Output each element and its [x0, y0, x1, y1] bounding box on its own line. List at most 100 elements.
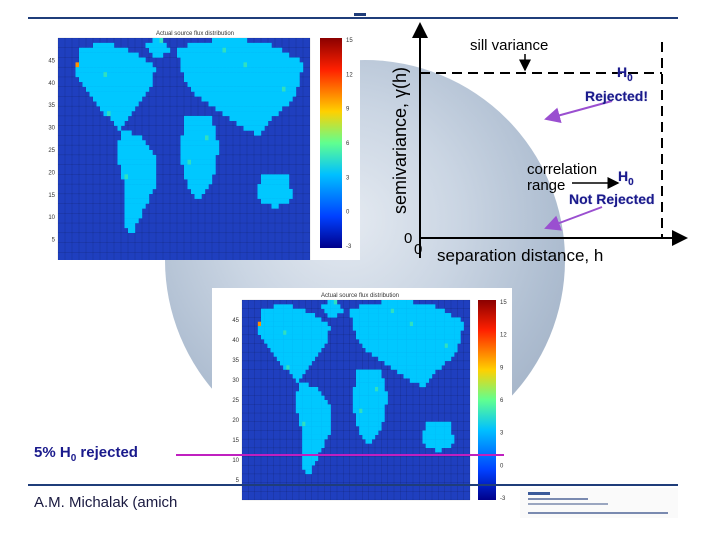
land-cell [375, 313, 379, 318]
land-cell [403, 330, 407, 335]
land-cell [194, 91, 199, 97]
land-cell [194, 164, 199, 170]
land-cell [273, 308, 278, 314]
land-cell [403, 373, 407, 379]
land-cell [198, 130, 202, 136]
land-cell [110, 115, 115, 121]
land-cell [365, 421, 369, 427]
land-cell [264, 330, 268, 335]
land-cell [324, 421, 328, 427]
land-cell [267, 317, 271, 322]
y-tick-label: 35 [48, 103, 55, 109]
land-cell [79, 67, 83, 73]
land-cell [93, 52, 97, 58]
land-cell [131, 198, 136, 204]
land-cell [457, 334, 461, 340]
land-cell [305, 334, 309, 340]
land-cell [438, 326, 442, 331]
land-cell [305, 426, 309, 431]
land-cell [324, 308, 328, 314]
land-cell [365, 334, 369, 340]
land-cell [356, 321, 360, 327]
land-cell [359, 430, 363, 435]
land-cell [75, 67, 80, 73]
land-cell [368, 326, 373, 331]
land-cell [142, 76, 146, 83]
land-cell [212, 135, 216, 141]
land-cell [275, 62, 279, 68]
land-cell [201, 72, 206, 78]
land-cell [282, 91, 286, 97]
land-cell [271, 179, 276, 185]
land-cell [314, 408, 319, 414]
land-cell [286, 365, 290, 370]
land-cell [273, 317, 278, 322]
land-cell [444, 430, 449, 435]
land-cell [419, 378, 423, 383]
land-cell [292, 334, 297, 340]
land-cell [438, 434, 442, 440]
land-cell [124, 208, 129, 214]
land-cell [243, 38, 248, 44]
land-cell [194, 115, 199, 121]
land-cell [233, 47, 237, 53]
land-cell [247, 91, 251, 97]
land-cell [432, 330, 436, 335]
land-cell [289, 304, 293, 309]
land-cell [286, 343, 290, 349]
land-cell [121, 96, 125, 102]
land-cell [425, 330, 430, 335]
land-cell [198, 193, 202, 199]
land-cell [128, 169, 132, 175]
land-cell [205, 135, 209, 141]
land-cell [435, 360, 439, 366]
land-cell [289, 67, 293, 73]
land-cell [257, 47, 262, 53]
h0-not-rejected-h: H0 [618, 168, 634, 188]
land-cell [254, 67, 258, 73]
land-cell [285, 198, 290, 204]
land-cell [79, 47, 83, 53]
land-cell [416, 343, 420, 349]
flux-map-top: Actual source flux distribution 5 10 15 20 2… [30, 26, 360, 260]
land-cell [152, 154, 157, 160]
land-cell [240, 115, 244, 121]
land-cell [264, 86, 269, 92]
colorbar-tick-label: 0 [346, 210, 350, 216]
land-cell [305, 326, 309, 331]
land-cell [406, 347, 411, 353]
land-cell [283, 317, 287, 322]
land-cell [278, 86, 283, 92]
land-cell [308, 386, 312, 392]
land-cell [219, 47, 223, 53]
land-cell [311, 404, 316, 409]
land-cell [362, 400, 366, 405]
land-cell [240, 96, 244, 102]
land-cell [103, 62, 108, 68]
land-cell [302, 352, 306, 357]
land-cell [280, 330, 284, 335]
land-cell [419, 382, 423, 388]
land-cell [82, 47, 87, 53]
land-cell [308, 395, 312, 401]
land-cell [121, 130, 125, 136]
land-cell [299, 404, 303, 409]
land-cell [145, 62, 150, 68]
land-cell [128, 179, 132, 185]
y-tick-label: 15 [232, 438, 239, 444]
land-cell [321, 408, 325, 414]
land-cell [212, 38, 216, 44]
land-cell [299, 400, 303, 405]
land-cell [205, 76, 209, 83]
land-cell [368, 417, 373, 422]
land-cell [371, 343, 376, 349]
land-cell [93, 62, 97, 68]
land-cell [375, 400, 379, 405]
land-cell [267, 313, 271, 318]
land-cell [302, 430, 306, 435]
land-cell [359, 378, 363, 383]
land-cell [152, 179, 157, 185]
land-cell [226, 42, 230, 48]
land-cell [295, 308, 300, 314]
